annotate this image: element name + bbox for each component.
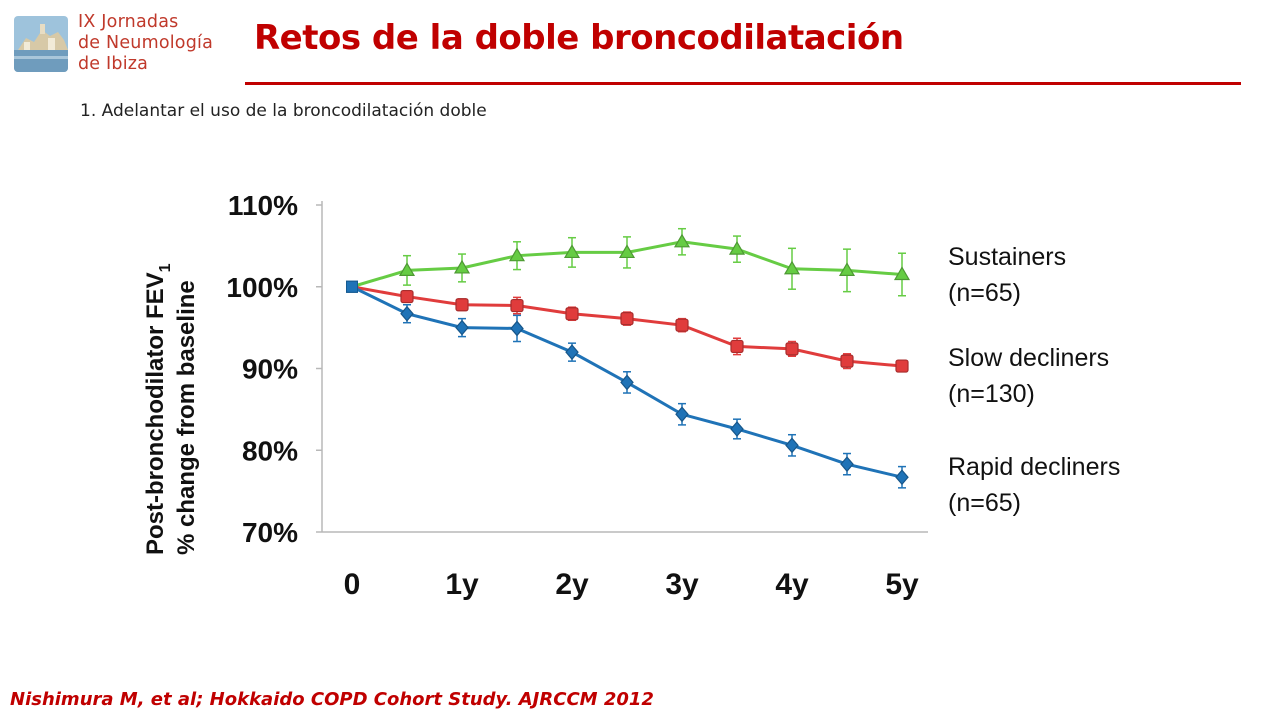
data-point [783,260,801,275]
slide-title: Retos de la doble broncodilatación [254,18,904,58]
y-axis-label-line2: % change from baseline [173,280,200,555]
data-point [398,262,416,276]
data-point [840,456,854,473]
series-label-name: Slow decliners [948,344,1109,372]
y-tick-label: 70% [242,517,298,548]
series-label-name: Sustainers [948,243,1066,271]
logo-text: IX Jornadas de Neumología de Ibiza [78,12,213,75]
citation: Nishimura M, et al; Hokkaido COPD Cohort… [10,689,654,710]
data-point [620,312,634,326]
x-tick-label: 2y [555,568,589,601]
y-tick-label: 90% [242,354,298,385]
data-point [730,421,744,437]
chart-axes [321,201,928,533]
series-label-count: (n=130) [948,380,1035,408]
data-point [675,406,689,423]
data-point [785,437,799,454]
data-point [563,244,581,259]
data-point [400,289,414,304]
logo-line: IX Jornadas [78,12,179,32]
conference-logo: IX Jornadas de Neumología de Ibiza [12,12,242,78]
slide-subtitle: 1. Adelantar el uso de la broncodilataci… [80,101,487,121]
series-slow [346,280,909,373]
data-point [895,469,909,486]
x-tick-label: 4y [775,568,809,601]
series-label-count: (n=65) [948,279,1021,307]
series-label-count: (n=65) [948,489,1021,517]
data-point [728,240,746,255]
data-point [618,244,636,259]
data-point [785,342,799,356]
data-point [455,298,469,312]
series-group [346,227,911,489]
x-tick-label: 3y [665,568,699,601]
data-point [510,320,524,337]
title-divider [245,82,1241,85]
data-point [620,374,634,391]
y-axis-label-line1: Post-bronchodilator FEV1 [142,263,174,555]
data-point [838,262,856,276]
data-point [675,318,689,332]
x-tick-label: 0 [344,568,361,601]
logo-line: de Ibiza [78,54,149,74]
data-point [510,298,524,313]
axis-ticks: 110% 100% 90% 80% 70% 0 1y 2y 3y 4y 5y [226,190,919,601]
series-sustainers [346,227,911,297]
series-line [351,285,903,368]
series-label-name: Rapid decliners [948,453,1120,481]
data-point [730,339,744,354]
data-point [453,259,471,274]
data-point [508,247,526,262]
y-tick-label: 80% [242,435,298,466]
y-axis-label-subscript: 1 [157,263,174,272]
y-tick-label: 110% [228,190,298,221]
ibiza-photo-icon [14,16,68,72]
data-point [893,266,911,281]
data-point [895,359,909,373]
data-point [346,280,358,293]
x-tick-label: 5y [885,568,919,601]
data-point [565,344,579,361]
logo-line: de Neumología [78,33,214,53]
data-point [673,233,691,248]
data-point [400,305,414,322]
data-point [455,319,469,336]
series-labels: Sustainers (n=65) Slow decliners (n=130) Rap… [948,243,1120,517]
data-point [565,307,579,321]
series-rapid [346,280,909,489]
data-point [840,354,854,368]
y-axis-label-group: Post-bronchodilator FEV1 % change from b… [142,263,200,555]
x-tick-label: 1y [445,568,479,601]
y-tick-label: 100% [226,272,298,303]
